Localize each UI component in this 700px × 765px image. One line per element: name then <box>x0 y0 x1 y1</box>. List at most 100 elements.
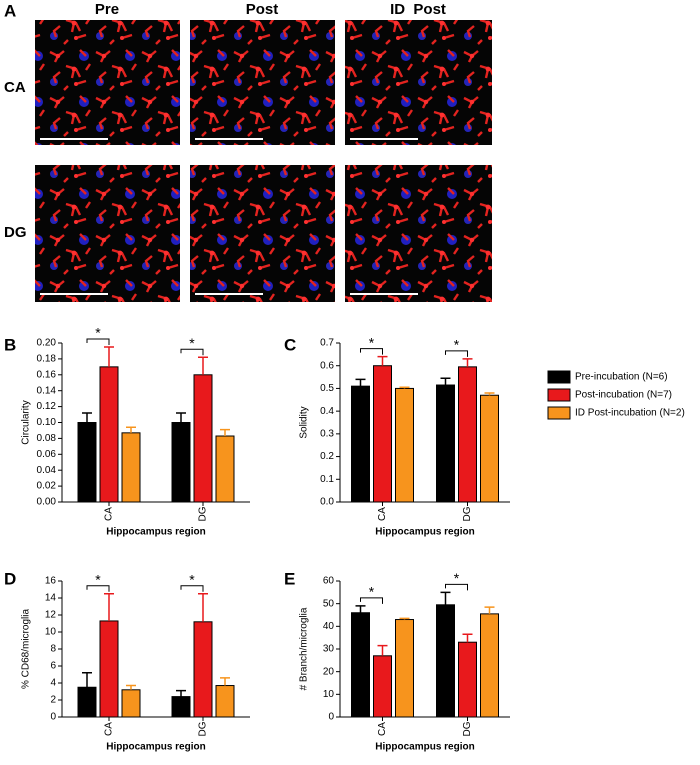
y-tick-label: 0.3 <box>320 428 334 439</box>
micrograph <box>190 165 335 302</box>
error-bar <box>462 633 473 643</box>
significance-bracket <box>180 585 204 592</box>
significance-label: * <box>95 571 101 587</box>
y-tick-label: 0.14 <box>37 385 57 396</box>
y-tick-label: 0.0 <box>320 497 334 508</box>
error-bar <box>176 689 186 697</box>
significance-bracket <box>445 583 468 591</box>
y-tick-label: 0 <box>328 712 334 723</box>
panel-label: E <box>284 569 295 588</box>
micrograph <box>35 165 180 302</box>
error-bar <box>126 426 136 433</box>
y-tick-label: 0.02 <box>37 481 57 492</box>
significance-bracket <box>445 350 468 357</box>
y-tick-label: 14 <box>45 593 57 604</box>
y-tick-label: 0.2 <box>320 451 334 462</box>
y-tick-label: 0 <box>50 712 56 723</box>
error-bar <box>198 593 208 622</box>
y-tick-label: 16 <box>45 576 57 587</box>
error-bar <box>82 672 92 688</box>
bar <box>121 432 141 503</box>
bar <box>193 374 213 503</box>
y-tick-label: 0.20 <box>37 338 57 349</box>
y-tick-label: 0.7 <box>320 338 334 349</box>
error-bar <box>399 386 410 389</box>
panel-label: D <box>4 569 16 588</box>
error-bar <box>440 591 451 605</box>
bar <box>99 620 119 718</box>
y-tick-label: 0.08 <box>37 433 57 444</box>
legend-swatch <box>547 388 571 402</box>
legend-label: Pre-incubation (N=6) <box>575 372 668 383</box>
significance-label: * <box>95 325 101 341</box>
column-label: ID Post <box>390 1 446 18</box>
panel-label: A <box>4 1 16 20</box>
x-tick-label: CA <box>104 507 115 521</box>
row-label: DG <box>4 224 27 241</box>
y-tick-label: 0.12 <box>37 401 57 412</box>
error-bar <box>377 644 388 656</box>
bar <box>121 689 141 718</box>
significance-bracket <box>86 585 110 592</box>
y-axis-label: # Branch/microglia <box>299 607 310 690</box>
y-axis-label: Solidity <box>299 406 310 438</box>
error-bar <box>355 378 366 387</box>
x-axis-label: Hippocampus region <box>375 742 474 753</box>
x-tick-label: DG <box>198 506 209 521</box>
significance-label: * <box>454 570 460 586</box>
y-tick-label: 0.18 <box>37 354 57 365</box>
micrograph <box>190 20 335 145</box>
x-axis-label: Hippocampus region <box>106 742 205 753</box>
significance-label: * <box>189 571 195 587</box>
error-bar <box>104 593 114 621</box>
bar <box>215 435 235 503</box>
error-bar <box>104 346 114 367</box>
x-tick-label: CA <box>377 507 388 521</box>
y-tick-label: 8 <box>50 644 56 655</box>
y-tick-label: 0.04 <box>37 465 57 476</box>
bar <box>99 366 119 503</box>
error-bar <box>126 684 136 690</box>
x-tick-label: CA <box>104 722 115 736</box>
significance-bracket <box>86 338 110 345</box>
y-tick-label: 6 <box>50 661 56 672</box>
bar <box>373 365 392 503</box>
bar <box>215 685 235 718</box>
bar <box>171 696 191 718</box>
panel-label: C <box>284 335 296 354</box>
error-bar <box>220 677 230 686</box>
error-bar <box>399 617 410 620</box>
micrograph <box>345 20 492 145</box>
significance-bracket <box>360 597 383 604</box>
y-tick-label: 4 <box>50 678 56 689</box>
bar <box>351 385 370 503</box>
panel-label: B <box>4 335 16 354</box>
x-tick-label: DG <box>198 721 209 736</box>
x-axis-label: Hippocampus region <box>375 527 474 538</box>
legend-swatch <box>547 370 571 384</box>
y-tick-label: 50 <box>323 598 335 609</box>
y-tick-label: 0.4 <box>320 406 334 417</box>
x-axis-label: Hippocampus region <box>106 527 205 538</box>
error-bar <box>176 412 186 423</box>
bar <box>480 394 499 503</box>
bar <box>395 387 414 503</box>
micrograph <box>35 20 180 145</box>
bar <box>77 686 97 718</box>
bar <box>480 613 499 718</box>
y-axis-label: % CD68/microglia <box>21 609 32 689</box>
y-tick-label: 20 <box>323 666 335 677</box>
y-tick-label: 30 <box>323 644 335 655</box>
error-bar <box>198 356 208 375</box>
bar <box>171 422 191 503</box>
x-tick-label: DG <box>462 506 473 521</box>
y-tick-label: 10 <box>323 689 335 700</box>
significance-label: * <box>454 337 460 353</box>
significance-label: * <box>189 335 195 351</box>
y-tick-label: 0.5 <box>320 383 334 394</box>
bar <box>458 641 477 718</box>
bar <box>193 621 213 718</box>
column-label: Post <box>246 1 279 18</box>
y-tick-label: 0.00 <box>37 497 57 508</box>
error-bar <box>484 392 495 396</box>
